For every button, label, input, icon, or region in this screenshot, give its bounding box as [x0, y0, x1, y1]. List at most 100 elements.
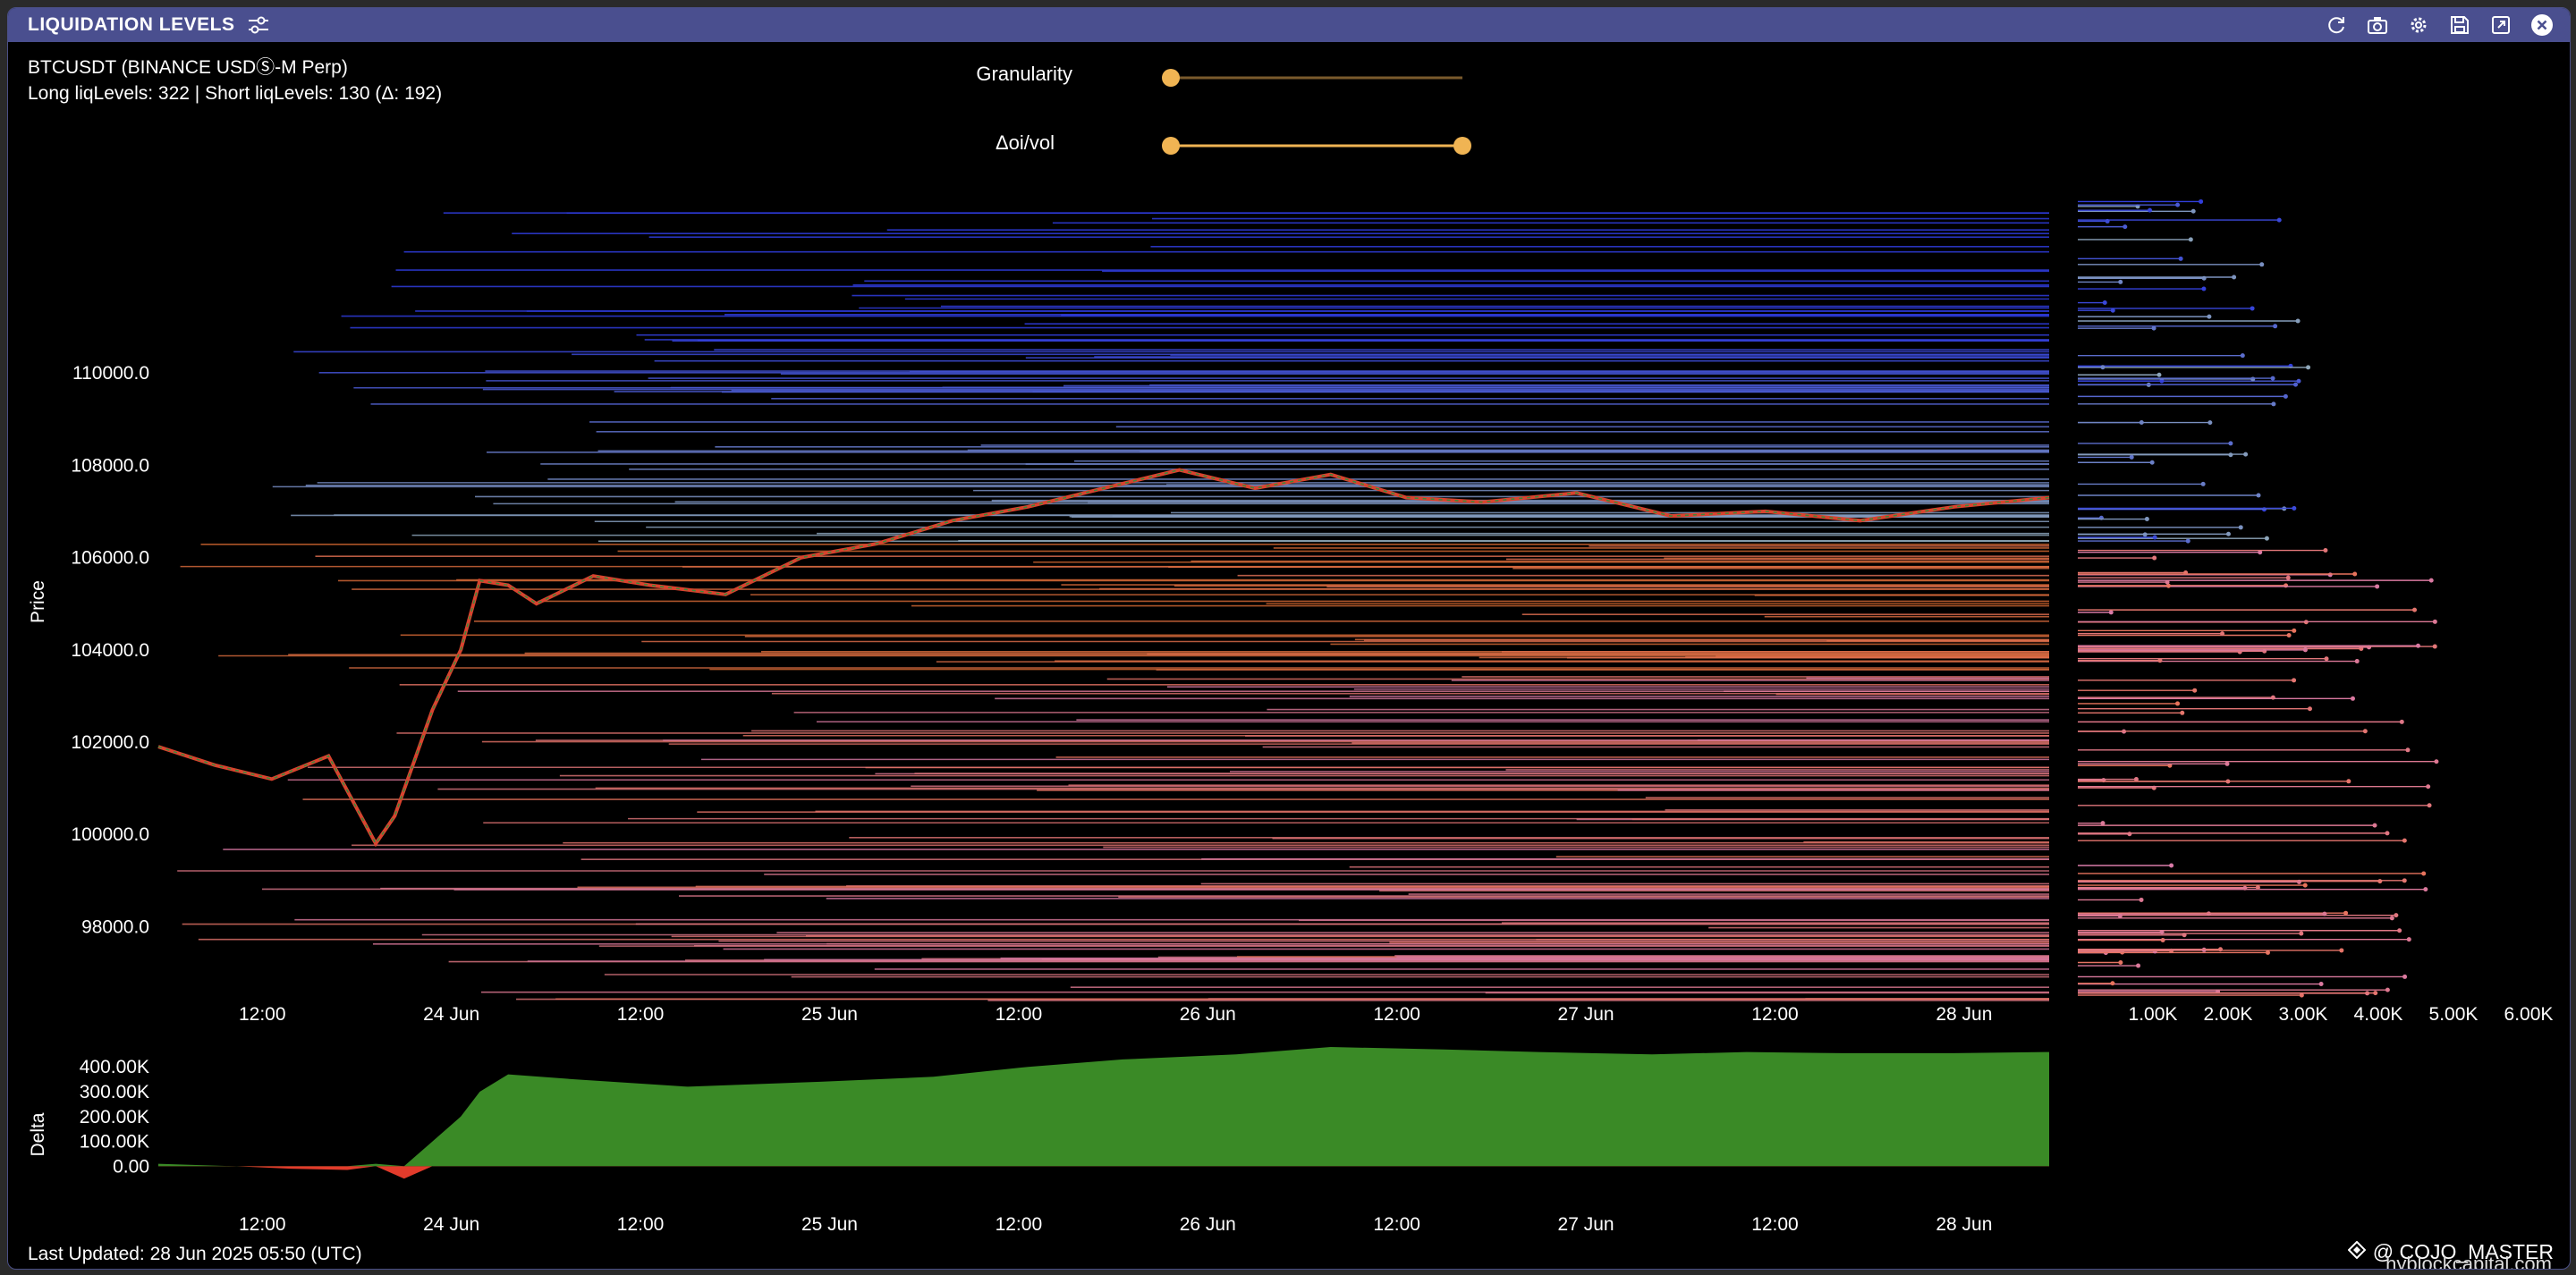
level-size-point [2285, 575, 2291, 580]
author-name: @ COJO_MASTER [2372, 1240, 2554, 1263]
size-tick-label: 5.00K [2429, 1004, 2479, 1025]
size-tick-label: 2.00K [2204, 1004, 2253, 1025]
level-size-point [2412, 607, 2418, 612]
oivol-high-handle [1453, 137, 1471, 155]
level-size-point [2385, 987, 2390, 992]
level-size-point [2232, 274, 2237, 280]
level-size-point [2258, 550, 2263, 555]
level-size-point [2306, 365, 2311, 370]
level-size-point [2117, 913, 2123, 918]
level-size-point [2149, 460, 2155, 465]
y-axis-label: Price [28, 580, 48, 623]
level-size-point [2426, 784, 2431, 789]
delta-x-tick-label: 24 Jun [423, 1214, 479, 1235]
oivol-range-slider[interactable] [1144, 132, 1484, 159]
level-size-point [2307, 706, 2312, 712]
level-size-point [2133, 777, 2139, 782]
level-size-point [2362, 729, 2368, 734]
refresh-icon[interactable] [2325, 13, 2348, 37]
level-size-point [2352, 571, 2358, 577]
level-size-point [2118, 959, 2123, 965]
delta-y-tick-label: 300.00K [80, 1082, 149, 1102]
level-size-point [2299, 931, 2304, 936]
delta-x-tick-label: 12:00 [1373, 1214, 1420, 1235]
delta-x-tick-label: 28 Jun [1936, 1214, 1992, 1235]
level-size-point [2339, 948, 2344, 953]
level-size-point [2207, 420, 2213, 426]
level-size-point [2394, 913, 2399, 918]
level-size-point [2217, 947, 2223, 952]
window-title: LIQUIDATION LEVELS [28, 14, 235, 35]
camera-icon[interactable] [2366, 13, 2389, 37]
level-size-point [2402, 878, 2407, 883]
size-tick-label: 4.00K [2354, 1004, 2403, 1025]
level-size-point [2276, 217, 2282, 223]
level-size-point [2180, 710, 2185, 715]
delta-axis-label: Delta [28, 1112, 48, 1156]
level-size-point [2175, 202, 2181, 207]
close-icon[interactable] [2530, 13, 2554, 37]
level-size-point [2123, 224, 2128, 230]
level-size-point [2175, 701, 2181, 706]
level-size-point [2250, 306, 2255, 311]
save-icon[interactable] [2448, 13, 2471, 37]
watermark: hyblockcapital.com [2385, 1253, 2552, 1270]
level-size-point [2225, 531, 2231, 536]
title-bar: LIQUIDATION LEVELS [8, 8, 2570, 42]
level-size-point [2295, 318, 2301, 324]
expand-icon[interactable] [2489, 13, 2512, 37]
level-size-point [2434, 759, 2439, 764]
y-tick-label: 104000.0 [71, 640, 149, 661]
level-size-point [2397, 928, 2402, 933]
granularity-slider[interactable] [1144, 64, 1484, 91]
level-size-point [2139, 420, 2144, 426]
level-size-point [2200, 481, 2206, 486]
size-tick-label: 6.00K [2504, 1004, 2554, 1025]
level-size-point [2343, 910, 2349, 916]
level-size-point [2354, 659, 2360, 664]
diamond-icon [2347, 1240, 2367, 1264]
oivol-low-handle [1162, 137, 1180, 155]
level-size-point [2148, 207, 2153, 213]
level-size-point [2389, 916, 2394, 921]
level-size-point [2270, 376, 2275, 381]
level-size-point [2100, 821, 2106, 826]
liquidation-levels-chart: 110000.0 108000.0 106000.0 104000.0 102000.0… [28, 198, 2554, 1025]
author-credit: @ COJO_MASTER [2347, 1240, 2554, 1264]
level-size-point [2296, 879, 2301, 884]
level-size-point [2159, 930, 2165, 935]
level-size-point [2350, 696, 2355, 701]
level-size-point [2144, 517, 2149, 522]
level-size-point [2207, 314, 2212, 319]
level-size-point [2118, 279, 2123, 284]
level-size-point [2240, 353, 2245, 359]
x-tick-label: 27 Jun [1558, 1004, 1614, 1025]
level-size-point [2302, 882, 2308, 888]
level-size-point [2220, 631, 2225, 637]
settings-sliders-icon[interactable] [247, 15, 270, 35]
size-tick-label: 3.00K [2279, 1004, 2328, 1025]
level-size-point [2152, 535, 2157, 540]
y-tick-label: 110000.0 [72, 363, 149, 384]
level-size-point [2265, 950, 2270, 955]
level-size-point [2108, 610, 2114, 615]
level-size-point [2152, 555, 2157, 561]
level-size-point [2402, 838, 2407, 843]
level-size-point [2157, 658, 2163, 663]
delta-chart: 400.00K 300.00K 200.00K 100.00K 0.00 12:00 24… [28, 1047, 2049, 1235]
gear-icon[interactable] [2407, 13, 2430, 37]
x-tick-label: 26 Jun [1180, 1004, 1236, 1025]
y-tick-label: 100000.0 [71, 824, 149, 845]
level-size-point [2151, 325, 2157, 331]
delta-x-tick-label: 26 Jun [1180, 1214, 1236, 1235]
price-line-overlay [157, 469, 2050, 845]
level-size-point [2292, 678, 2297, 683]
x-tick-label: 25 Jun [801, 1004, 858, 1025]
delta-positive-area [158, 1047, 2049, 1167]
symbol-label: BTCUSDT (BINANCE USDⓈ-M Perp) [28, 57, 348, 78]
level-size-point [2432, 619, 2437, 624]
level-size-point [2100, 365, 2106, 370]
y-tick-label: 108000.0 [71, 455, 149, 476]
level-size-point [2270, 695, 2275, 700]
level-size-point [2238, 525, 2243, 530]
